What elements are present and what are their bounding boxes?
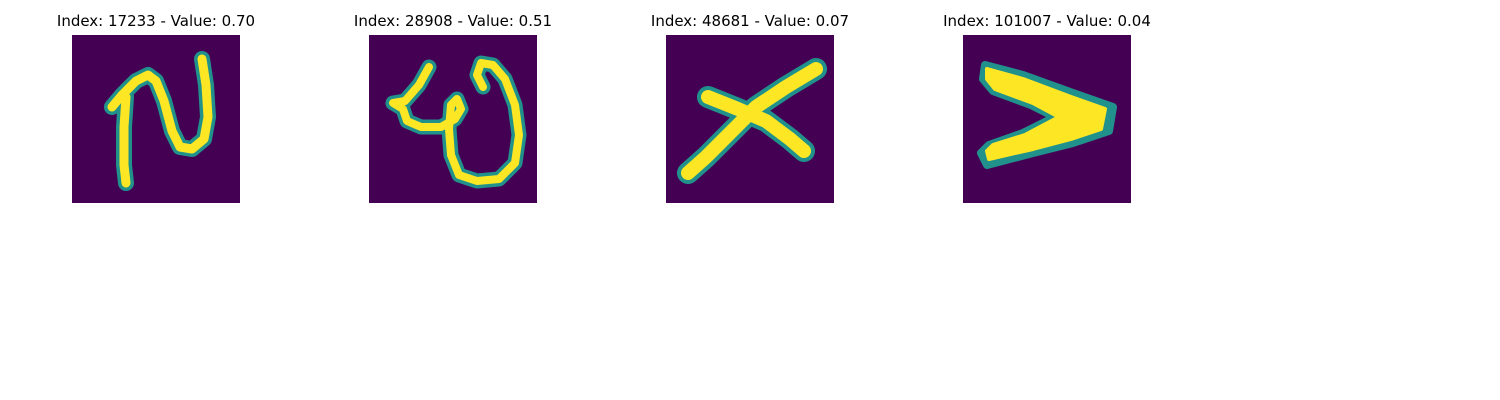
- digit-image: [72, 35, 240, 203]
- loop-glyph-image: [369, 35, 537, 203]
- panel-title: Index: 17233 - Value: 0.70: [56, 12, 256, 30]
- panel-title: Index: 101007 - Value: 0.04: [943, 12, 1151, 30]
- panel-title: Index: 28908 - Value: 0.51: [353, 12, 553, 30]
- digit-image: [963, 35, 1131, 203]
- digit-image: [666, 35, 834, 203]
- n-glyph-image: [72, 35, 240, 203]
- x-glyph-image: [666, 35, 834, 203]
- panel-title: Index: 48681 - Value: 0.07: [650, 12, 850, 30]
- chevron-glyph-image: [963, 35, 1131, 203]
- digit-image: [369, 35, 537, 203]
